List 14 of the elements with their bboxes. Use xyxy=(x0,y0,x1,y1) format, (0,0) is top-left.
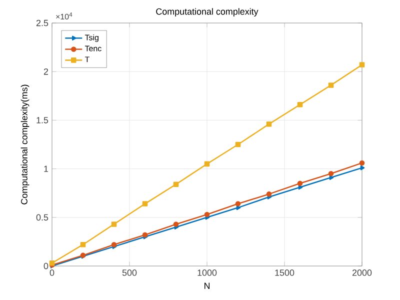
x-tick-label: 1000 xyxy=(198,270,217,276)
y-tick-label: 1 xyxy=(44,166,48,172)
y-tick-label: 1.5 xyxy=(36,117,48,124)
chart-title: Computational complexity xyxy=(156,8,258,16)
x-tick-label: 0 xyxy=(50,270,54,276)
x-tick-label: 1500 xyxy=(275,270,294,276)
y-tick-label: 0.5 xyxy=(36,214,48,221)
y-tick-label: 2.5 xyxy=(36,20,48,26)
y-axis-title: Computational complexity(ms) xyxy=(20,84,30,204)
y-tick-label: 2 xyxy=(44,68,48,75)
x-tick-label: 500 xyxy=(122,270,137,276)
x-tick-label: 2000 xyxy=(352,270,372,276)
x-axis-title: N xyxy=(204,282,210,289)
y-tick-label: 0 xyxy=(44,262,48,270)
